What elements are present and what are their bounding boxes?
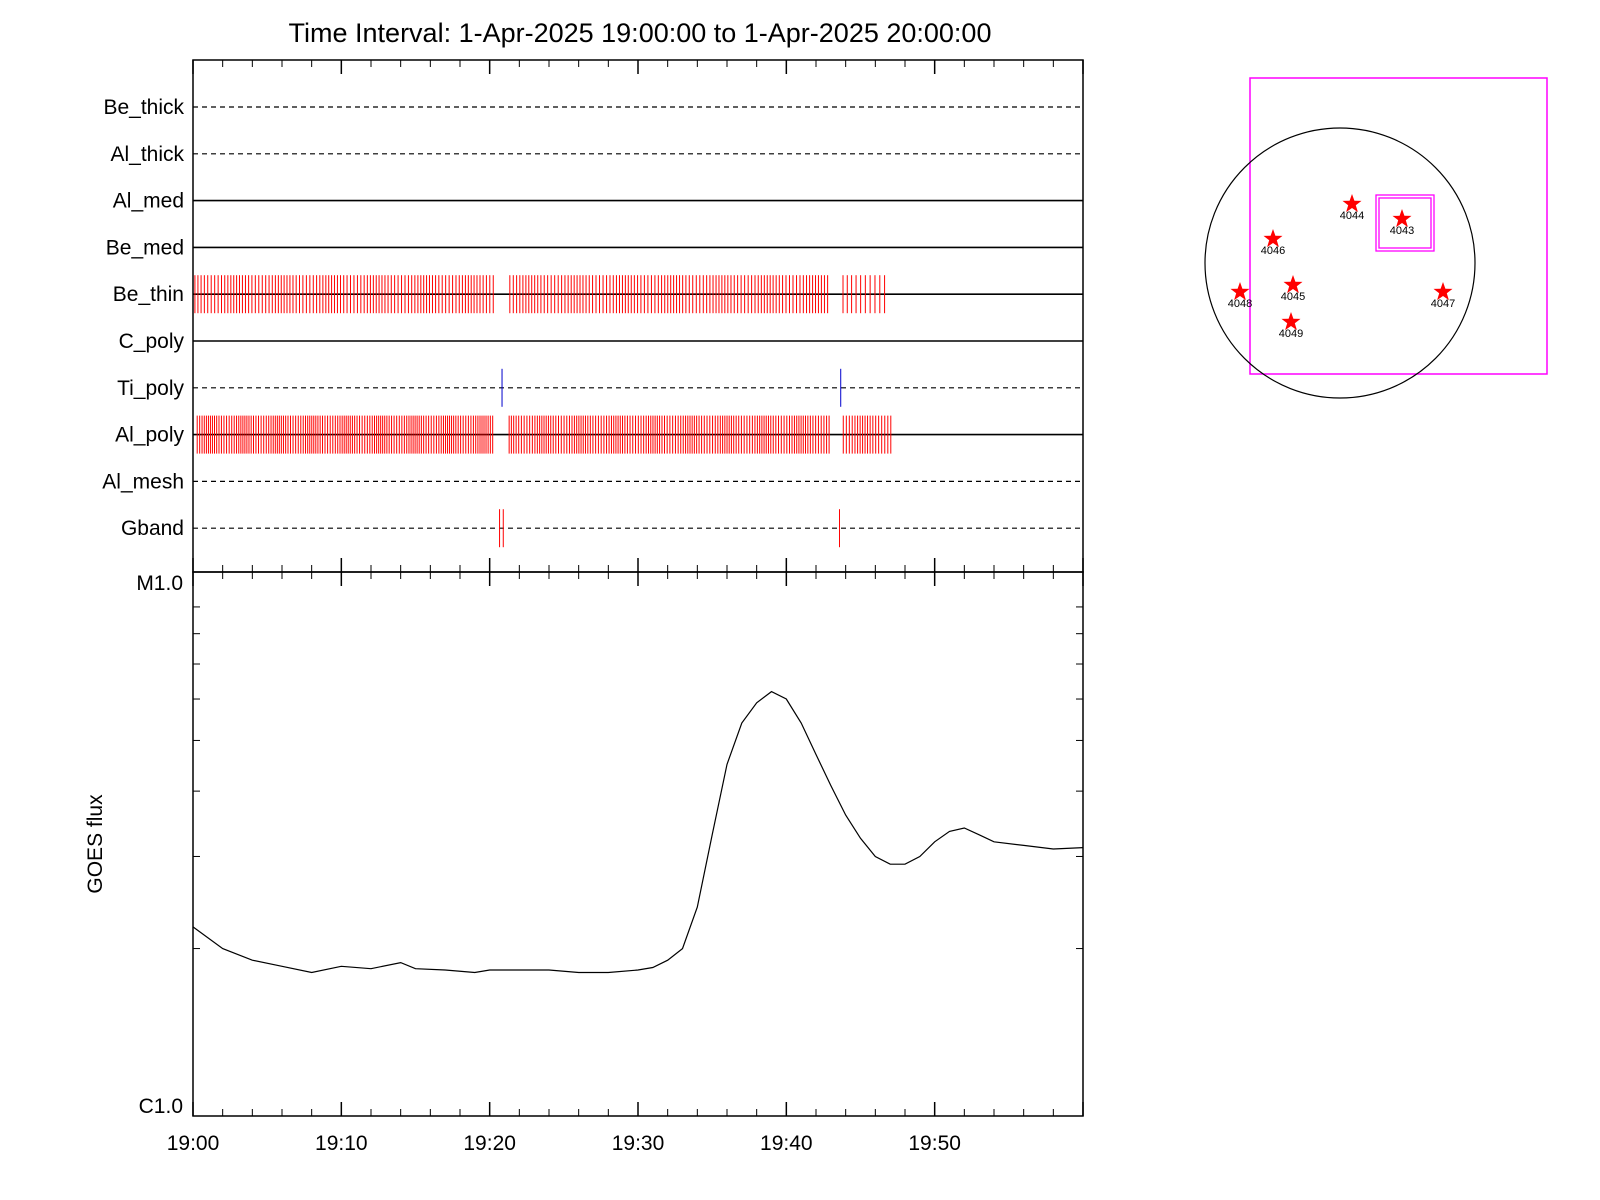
region-label: 4046: [1261, 245, 1285, 257]
region-4046: 4046: [1261, 229, 1285, 257]
channel-row-al-poly: Al_poly: [115, 415, 1083, 454]
region-label: 4047: [1431, 298, 1455, 310]
region-label: 4049: [1279, 328, 1303, 340]
channel-row-ti-poly: Ti_poly: [117, 368, 1083, 407]
x-tick-label: 19:30: [612, 1132, 665, 1155]
region-4044: 4044: [1340, 194, 1364, 222]
target-box-inner: [1378, 197, 1432, 249]
solar-disk: [1204, 127, 1476, 399]
channel-row-be-thick: Be_thick: [103, 96, 1083, 119]
timeline-ticks: [192, 60, 1084, 572]
region-star-icon: [1263, 229, 1283, 248]
target-box-outer: [1375, 194, 1435, 252]
region-label: 4043: [1390, 225, 1414, 237]
y-tick-label: C1.0: [139, 1095, 183, 1118]
field-of-view-box: [1249, 77, 1548, 375]
channel-label: Ti_poly: [117, 377, 184, 400]
channel-label: Al_thick: [110, 143, 184, 166]
channel-row-al-mesh: Al_mesh: [102, 470, 1083, 493]
goes-flux-line: [192, 690, 1084, 974]
y-tick-label: M1.0: [136, 572, 183, 595]
region-label: 4048: [1228, 298, 1252, 310]
goes-ticks: [192, 572, 1084, 1116]
x-tick-label: 19:50: [908, 1132, 961, 1155]
region-star-icon: [1281, 312, 1301, 331]
channel-label: Be_thick: [103, 96, 184, 119]
channel-row-al-med: Al_med: [113, 190, 1083, 213]
event-timeline-panel: Be_thick Al_thick Al_med Be_med Be_thin C_pol…: [102, 59, 1084, 573]
timeline-rows: Be_thick Al_thick Al_med Be_med Be_thin C_pol…: [102, 96, 1083, 548]
y-tick-labels: C1.0 M1.0: [136, 572, 183, 1118]
channel-label: Be_med: [106, 236, 184, 259]
region-label: 4044: [1340, 210, 1364, 222]
timeline-frame: [192, 59, 1084, 573]
channel-label: Al_poly: [115, 424, 184, 447]
x-tick-label: 19:20: [463, 1132, 516, 1155]
x-tick-labels: 19:00 19:10 19:20 19:30 19:40 19:50: [167, 1132, 961, 1155]
region-4047: 4047: [1431, 282, 1455, 310]
channel-label: Al_med: [113, 190, 184, 213]
chart-title: Time Interval: 1-Apr-2025 19:00:00 to 1-…: [289, 18, 992, 48]
x-tick-label: 19:00: [167, 1132, 220, 1155]
goes-frame: [192, 571, 1084, 1117]
region-4043: 4043: [1390, 209, 1414, 237]
channel-label: C_poly: [119, 330, 185, 353]
region-4048: 4048: [1228, 282, 1252, 310]
region-4045: 4045: [1281, 275, 1305, 303]
region-star-icon: [1230, 282, 1250, 301]
channel-row-be-med: Be_med: [106, 236, 1083, 259]
channel-row-gband: Gband: [121, 509, 1083, 548]
region-star-icon: [1283, 275, 1303, 294]
region-4049: 4049: [1279, 312, 1303, 340]
solar-disk-map: 4044 4043 4046 4048 4045 4047 4049: [1204, 77, 1548, 399]
region-label: 4045: [1281, 291, 1305, 303]
goes-flux-panel: 19:00 19:10 19:20 19:30 19:40 19:50 C1.0M1.0 …: [84, 571, 1084, 1155]
x-tick-label: 19:10: [315, 1132, 368, 1155]
channel-label: Be_thin: [113, 283, 184, 306]
channel-row-be-thin: Be_thin: [113, 275, 1083, 314]
channel-label: Gband: [121, 517, 184, 540]
y-axis-label: GOES flux: [84, 794, 107, 894]
active-regions: 4044 4043 4046 4048 4045 4047 4049: [1228, 194, 1455, 340]
channel-row-al-thick: Al_thick: [110, 143, 1083, 166]
channel-label: Al_mesh: [102, 470, 184, 493]
region-star-icon: [1342, 194, 1362, 213]
region-star-icon: [1392, 209, 1412, 228]
channel-row-c-poly: C_poly: [119, 330, 1083, 353]
x-tick-label: 19:40: [760, 1132, 813, 1155]
region-star-icon: [1433, 282, 1453, 301]
